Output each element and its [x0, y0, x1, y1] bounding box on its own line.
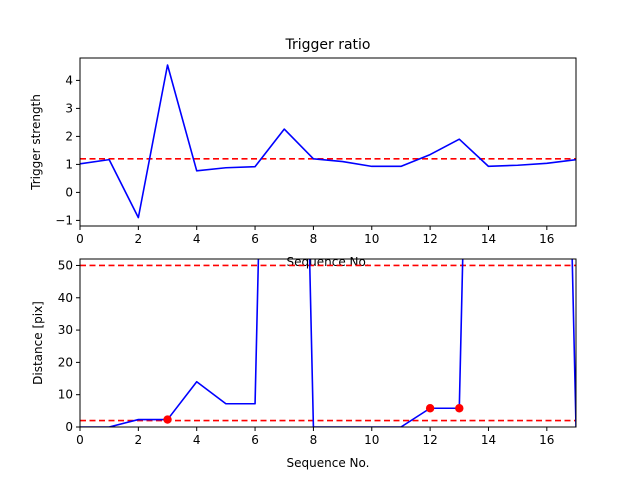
x-tick-label: 2 [135, 433, 143, 447]
plot-frame [79, 258, 577, 428]
series-group [80, 64, 576, 219]
threshold-lines [80, 264, 576, 422]
x-tick-label: 16 [539, 433, 554, 447]
axis-ticks: 0 2 4 6 8 10 12 14 16 0 10 20 30 40 50 [58, 258, 555, 447]
series-group [80, 259, 576, 427]
series-line [80, 64, 576, 219]
x-tick-label: 14 [481, 232, 496, 246]
y-tick-label: 0 [65, 420, 73, 434]
y-axis-label: Distance [pix] [31, 301, 45, 385]
x-axis-label: Sequence No. [287, 255, 370, 269]
data-point-marker [163, 415, 172, 424]
x-tick-label: 0 [76, 433, 84, 447]
y-tick-label: −1 [55, 213, 73, 227]
x-tick-label: 4 [193, 232, 201, 246]
y-axis-label: Trigger strength [29, 94, 43, 191]
x-tick-label: 8 [310, 433, 318, 447]
trigger-ratio-chart: Trigger ratio Sequence No. Trigger stren… [29, 37, 577, 269]
x-tick-label: 12 [422, 232, 437, 246]
y-tick-label: 30 [58, 323, 73, 337]
x-tick-label: 2 [135, 232, 143, 246]
plot-frame [79, 57, 577, 227]
x-tick-label: 10 [364, 232, 379, 246]
x-axis-label: Sequence No. [287, 456, 370, 470]
x-tick-label: 0 [76, 232, 84, 246]
series-line [80, 259, 576, 427]
x-tick-label: 10 [364, 433, 379, 447]
distance-chart: Sequence No. Distance [pix] 0 2 4 6 8 10 12 14 1… [31, 258, 577, 470]
y-tick-label: 50 [58, 258, 73, 272]
marker-group [163, 404, 464, 424]
x-tick-label: 6 [251, 433, 259, 447]
x-tick-label: 14 [481, 433, 496, 447]
y-tick-label: 1 [65, 157, 73, 171]
x-tick-label: 8 [310, 232, 318, 246]
y-tick-label: 2 [65, 129, 73, 143]
y-tick-label: 0 [65, 185, 73, 199]
data-point-marker [425, 404, 435, 413]
y-tick-label: 10 [58, 388, 73, 402]
y-tick-label: 3 [65, 101, 73, 115]
data-point-marker [455, 404, 464, 413]
x-tick-label: 4 [193, 433, 201, 447]
x-tick-label: 12 [422, 433, 437, 447]
y-tick-label: 4 [65, 73, 73, 87]
chart-title: Trigger ratio [284, 37, 370, 53]
x-tick-label: 6 [251, 232, 259, 246]
y-tick-label: 40 [58, 291, 73, 305]
x-tick-label: 16 [539, 232, 554, 246]
y-tick-label: 20 [58, 355, 73, 369]
